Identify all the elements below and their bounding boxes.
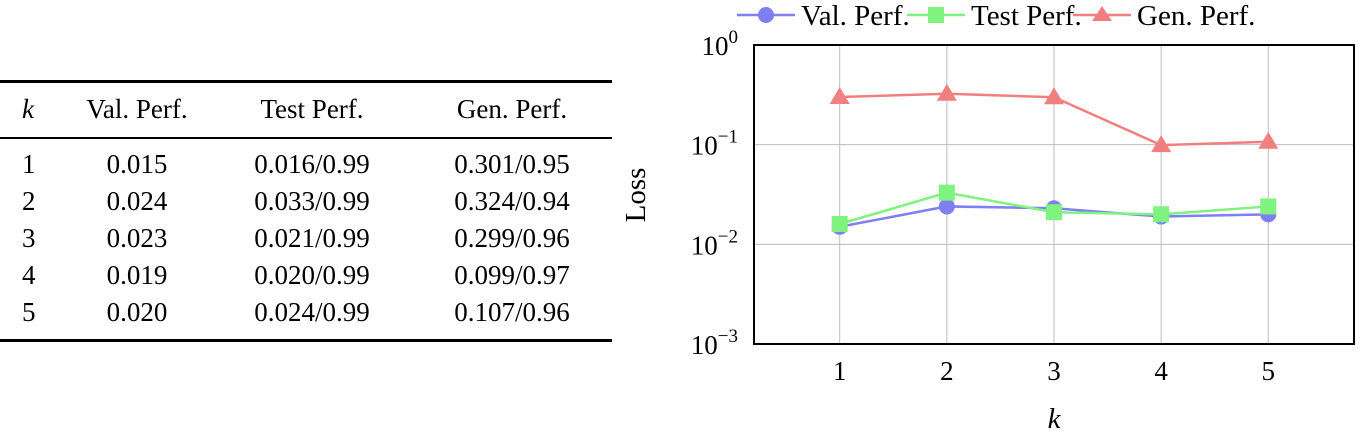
cell-gen-perf: 0.324/0.94 (454, 186, 570, 216)
x-tick-label: 2 (940, 356, 954, 386)
legend-circle-icon (758, 7, 774, 23)
cell-k: 1 (22, 149, 36, 179)
y-tick-label: 100 (702, 27, 739, 61)
cell-gen-perf: 0.107/0.96 (454, 297, 570, 327)
plot-frame (753, 44, 1355, 345)
square-marker (1153, 206, 1170, 223)
table-row: 4 0.019 0.020/0.99 0.099/0.97 (0, 257, 612, 294)
table-row: 2 0.024 0.033/0.99 0.324/0.94 (0, 183, 612, 220)
cell-k: 3 (22, 223, 36, 253)
cell-test-perf: 0.020/0.99 (254, 260, 370, 290)
x-tick-label: 5 (1262, 356, 1276, 386)
legend-triangle-icon (1092, 6, 1112, 21)
square-marker (938, 184, 955, 201)
table-header-row: k Val. Perf. Test Perf. Gen. Perf. (0, 81, 612, 139)
cell-k: 5 (22, 297, 36, 327)
cell-k: 4 (22, 260, 36, 290)
square-marker (831, 215, 848, 232)
circle-marker (938, 198, 955, 215)
cell-test-perf: 0.033/0.99 (254, 186, 370, 216)
cell-gen-perf: 0.299/0.96 (454, 223, 570, 253)
cell-val-perf: 0.024 (106, 186, 168, 216)
header-test-perf: Test Perf. (260, 94, 364, 124)
results-table: k Val. Perf. Test Perf. Gen. Perf. 1 0.01… (0, 80, 612, 342)
triangle-marker (936, 83, 957, 101)
square-marker (1046, 204, 1062, 221)
cell-val-perf: 0.019 (106, 260, 168, 290)
cell-test-perf: 0.024/0.99 (254, 297, 370, 327)
results-table-container: k Val. Perf. Test Perf. Gen. Perf. 1 0.01… (0, 80, 612, 342)
triangle-marker (1044, 87, 1064, 105)
y-tick-label: 10−1 (691, 127, 738, 161)
header-k: k (22, 94, 34, 124)
triangle-marker (1151, 135, 1172, 153)
cell-val-perf: 0.020 (106, 297, 168, 327)
legend: Val. Perf. Test Perf. Gen. Perf. (737, 0, 1255, 32)
square-marker (1260, 198, 1277, 215)
series-gen-perf (829, 83, 1279, 153)
legend-label: Test Perf. (971, 0, 1082, 32)
header-val-perf: Val. Perf. (86, 94, 188, 124)
triangle-marker (1258, 131, 1279, 149)
cell-val-perf: 0.023 (106, 223, 168, 253)
table-row: 3 0.023 0.021/0.99 0.299/0.96 (0, 220, 612, 257)
cell-val-perf: 0.015 (106, 149, 168, 179)
legend-label: Val. Perf. (801, 0, 910, 32)
cell-gen-perf: 0.301/0.95 (454, 149, 570, 179)
y-axis-label: Loss (620, 168, 652, 223)
cell-test-perf: 0.021/0.99 (254, 223, 370, 253)
series-test-perf (831, 184, 1277, 232)
x-axis-label: k (1048, 403, 1062, 434)
table-row: 1 0.015 0.016/0.99 0.301/0.95 (0, 138, 612, 183)
table-row: 5 0.020 0.024/0.99 0.107/0.96 (0, 294, 612, 341)
cell-k: 2 (22, 186, 36, 216)
cell-gen-perf: 0.099/0.97 (454, 260, 570, 290)
legend-square-icon (928, 7, 944, 23)
header-gen-perf: Gen. Perf. (456, 94, 568, 124)
triangle-marker (829, 86, 850, 104)
y-tick-label: 10−2 (691, 226, 738, 260)
x-tick-label: 4 (1154, 356, 1168, 386)
x-tick-label: 3 (1047, 356, 1061, 386)
y-tick-label: 10−3 (691, 326, 738, 360)
cell-test-perf: 0.016/0.99 (254, 149, 370, 179)
x-tick-label: 1 (833, 356, 847, 386)
legend-label: Gen. Perf. (1137, 0, 1255, 32)
